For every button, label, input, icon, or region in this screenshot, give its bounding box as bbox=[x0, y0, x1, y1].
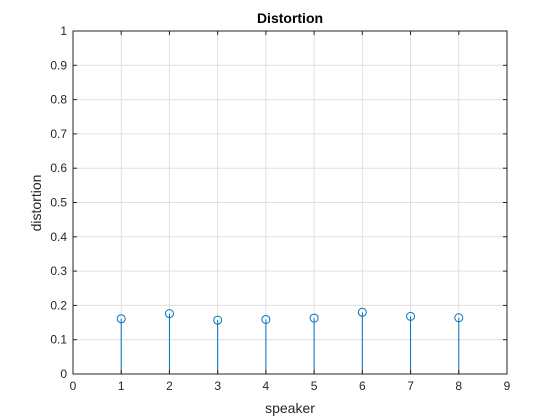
x-tick-label: 5 bbox=[311, 379, 318, 393]
y-tick-label: 0.6 bbox=[50, 161, 67, 175]
x-tick-label: 8 bbox=[455, 379, 462, 393]
ticks: 0 1 2 3 4 5 6 7 8 9 0 0.1 0.2 0.3 0.4 0.5 0.6 0.7 0.8 0.9 1 bbox=[50, 24, 510, 393]
stem-marker bbox=[406, 311, 416, 321]
stem-marker bbox=[116, 314, 126, 324]
x-tick-label: 0 bbox=[70, 379, 77, 393]
y-tick-label: 0.3 bbox=[50, 264, 67, 278]
x-tick-label: 9 bbox=[504, 379, 511, 393]
chart-title: Distortion bbox=[257, 10, 323, 26]
x-tick-label: 4 bbox=[263, 379, 270, 393]
y-tick-label: 0.4 bbox=[50, 230, 67, 244]
stem-marker bbox=[357, 307, 367, 317]
stem-marker bbox=[164, 309, 174, 319]
y-tick-label: 0.8 bbox=[50, 93, 67, 107]
stem-marker bbox=[454, 313, 464, 323]
stem-marker bbox=[309, 313, 319, 323]
stem-series bbox=[116, 307, 464, 374]
stem-marker bbox=[261, 314, 271, 324]
y-axis-label: distortion bbox=[28, 175, 44, 232]
x-tick-label: 6 bbox=[359, 379, 366, 393]
x-tick-label: 3 bbox=[214, 379, 221, 393]
x-tick-label: 2 bbox=[166, 379, 173, 393]
x-axis-label: speaker bbox=[265, 400, 315, 416]
y-tick-label: 0.9 bbox=[50, 58, 67, 72]
x-tick-label: 1 bbox=[118, 379, 125, 393]
y-tick-label: 0.5 bbox=[50, 196, 67, 210]
y-tick-label: 0 bbox=[60, 367, 67, 381]
stem-marker bbox=[213, 315, 223, 325]
x-tick-label: 7 bbox=[407, 379, 414, 393]
y-tick-label: 1 bbox=[60, 24, 67, 38]
y-tick-label: 0.2 bbox=[50, 298, 67, 312]
y-tick-label: 0.7 bbox=[50, 127, 67, 141]
y-tick-label: 0.1 bbox=[50, 333, 67, 347]
